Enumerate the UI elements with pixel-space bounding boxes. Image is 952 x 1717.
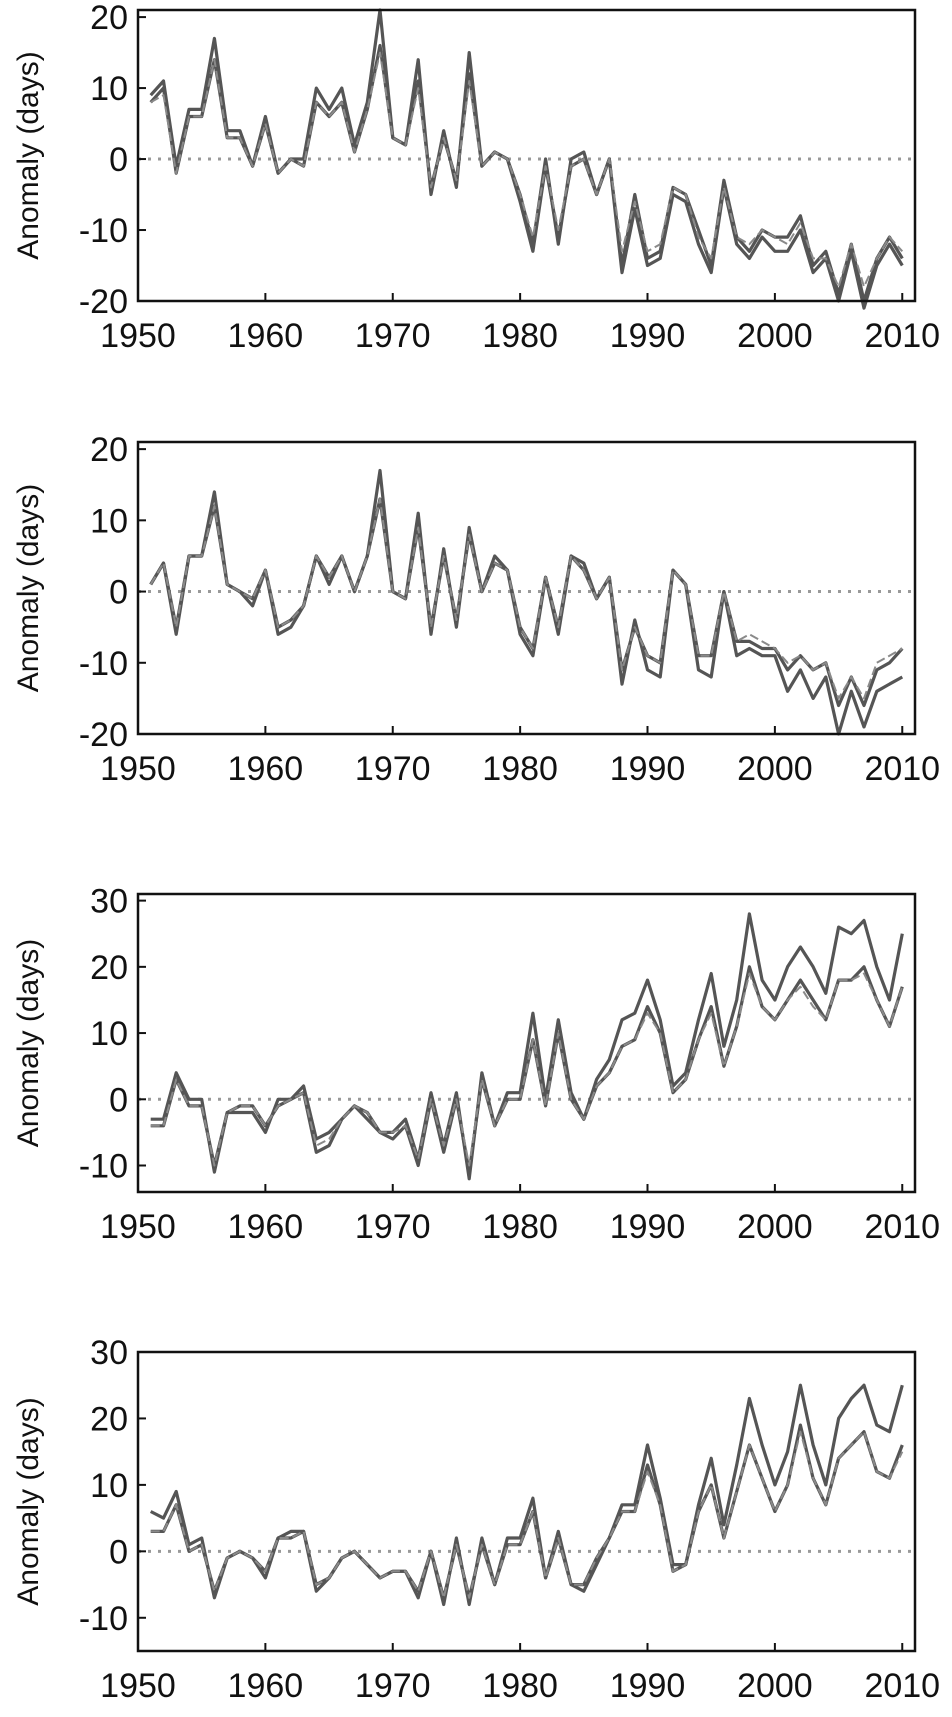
- series-line-2: [149, 497, 904, 708]
- x-tick-label: 1970: [355, 317, 431, 355]
- y-tick-label: -20: [79, 283, 128, 321]
- series-line-3: [150, 51, 904, 288]
- series-line-3: [149, 498, 903, 700]
- chart-panel-1: -20 -10 0 10 20 1950 1960 1970 1980 1990 2000 2010 A…: [12, 0, 940, 355]
- x-tick-label: 2010: [864, 1208, 940, 1246]
- y-tick-label: 10: [90, 502, 128, 540]
- y-tick-label: -20: [79, 716, 128, 754]
- x-tick-label: 1950: [100, 1208, 176, 1246]
- x-tick-label: 1990: [610, 1208, 686, 1246]
- x-tick-label: 2000: [737, 1208, 813, 1246]
- y-axis-label: Anomaly (days): [12, 484, 45, 692]
- x-tick-label: 1980: [482, 750, 558, 788]
- y-tick-label: 20: [90, 0, 128, 37]
- chart-panel-2: -20 -10 0 10 20 1950 1960 1970 1980 1990 2000 2010 A…: [12, 431, 940, 788]
- y-tick-label: 10: [90, 1015, 128, 1053]
- series-line-3: [150, 972, 904, 1167]
- y-tick-label: -10: [79, 1600, 128, 1638]
- x-tick-label: 1960: [228, 317, 304, 355]
- y-tick-label: -10: [79, 212, 128, 250]
- x-tick-label: 1970: [355, 1208, 431, 1246]
- y-tick-label: 0: [109, 141, 128, 179]
- x-tick-label: 2000: [737, 750, 813, 788]
- x-tick-label: 1950: [100, 317, 176, 355]
- series-line-2: [149, 43, 904, 310]
- x-tick-label: 1980: [482, 1667, 558, 1705]
- y-tick-label: 0: [109, 1533, 128, 1571]
- y-axis-label: Anomaly (days): [12, 51, 45, 259]
- series-line-1: [150, 912, 904, 1181]
- x-tick-label: 2010: [864, 317, 940, 355]
- x-tick-label: 1980: [482, 1208, 558, 1246]
- y-tick-label: 10: [90, 1467, 128, 1505]
- y-tick-label: 10: [90, 70, 128, 108]
- y-tick-label: -10: [79, 645, 128, 683]
- series-line-1: [149, 1383, 904, 1607]
- x-tick-label: 1960: [228, 1208, 304, 1246]
- y-tick-label: 30: [90, 1334, 128, 1372]
- x-tick-label: 1960: [228, 1667, 304, 1705]
- plot-frame: [136, 440, 917, 736]
- y-axis-label: Anomaly (days): [12, 1397, 45, 1605]
- x-tick-label: 2000: [737, 317, 813, 355]
- x-tick-label: 1970: [355, 1667, 431, 1705]
- y-axis-label: Anomaly (days): [12, 939, 45, 1147]
- plot-frame: [136, 8, 917, 303]
- x-tick-label: 2010: [864, 750, 940, 788]
- x-tick-label: 1990: [610, 750, 686, 788]
- x-tick-label: 1960: [228, 750, 304, 788]
- chart-panel-4: -10 0 10 20 30 1950 1960 1970 1980 1990 2000 2010 An…: [12, 1334, 940, 1705]
- y-tick-label: 30: [90, 883, 128, 921]
- x-tick-label: 1950: [100, 1667, 176, 1705]
- y-tick-label: 20: [90, 431, 128, 469]
- x-tick-label: 1970: [355, 750, 431, 788]
- y-tick-label: -10: [79, 1148, 128, 1186]
- y-tick-label: 0: [109, 1081, 128, 1119]
- chart-panel-3: -10 0 10 20 30 1950 1960 1970 1980 1990 2000 2010 An…: [12, 883, 940, 1246]
- y-tick-label: 20: [90, 1400, 128, 1438]
- x-tick-label: 2000: [737, 1667, 813, 1705]
- series-line-2: [150, 1423, 904, 1600]
- plot-frame: [136, 1350, 917, 1653]
- x-tick-label: 1990: [610, 1667, 686, 1705]
- x-tick-label: 1990: [610, 317, 686, 355]
- x-tick-label: 1950: [100, 750, 176, 788]
- series-line-1: [149, 468, 904, 736]
- series-line-3: [150, 1430, 904, 1599]
- series-line-1: [149, 8, 904, 303]
- x-tick-label: 1980: [482, 317, 558, 355]
- y-tick-label: 0: [109, 574, 128, 612]
- plot-frame: [136, 892, 917, 1194]
- y-tick-label: 20: [90, 949, 128, 987]
- x-tick-label: 2010: [864, 1667, 940, 1705]
